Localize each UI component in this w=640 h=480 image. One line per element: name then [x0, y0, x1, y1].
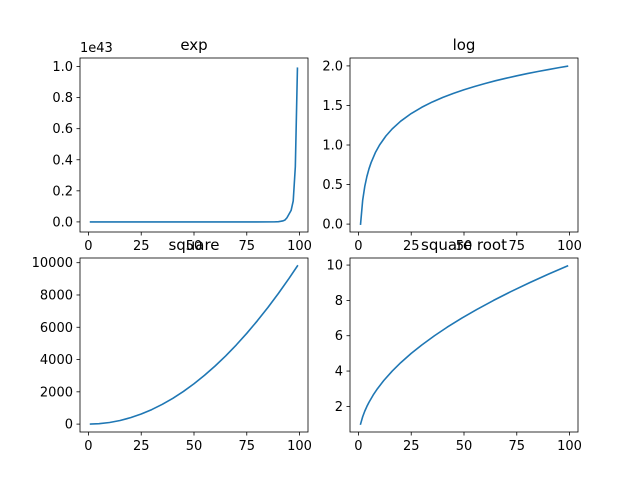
x-tick-label: 50 [456, 239, 473, 254]
x-tick-label: 75 [239, 239, 256, 254]
y-tick-label: 10 [326, 259, 343, 274]
x-tick-label: 0 [84, 439, 92, 454]
subplot-square-root: 0 25 50 75 100 2 4 6 8 10 square root [326, 236, 582, 454]
series-line-exp [89, 67, 299, 223]
y-tick-label: 2 [335, 400, 343, 415]
y-tick-label: 0.0 [52, 215, 73, 230]
y-tick-label: 2.0 [322, 59, 343, 74]
plot-title: square [168, 236, 219, 254]
series-line-log [359, 65, 569, 225]
x-tick-label: 0 [354, 439, 362, 454]
x-tick-label: 100 [557, 239, 582, 254]
axes-frame [349, 257, 579, 433]
y-tick-label: 6 [335, 329, 343, 344]
y-tick-label: 0.4 [52, 153, 73, 168]
subplot-square: 0 25 50 75 100 0 2000 4000 6000 8000 10000 square [32, 236, 312, 454]
series-line-square [89, 264, 299, 425]
y-tick-label: 4000 [40, 353, 73, 368]
axes-frame [79, 57, 309, 233]
y-tick-label: 8 [335, 294, 343, 309]
y-tick-label: 1.0 [322, 139, 343, 154]
plot-title: exp [180, 36, 207, 54]
x-tick-label: 75 [509, 239, 526, 254]
subplot-exp: 0 25 50 75 100 0.0 0.2 0.4 0.6 0.8 1.0 exp 1e43 [52, 36, 312, 254]
y-tick-label: 4 [335, 365, 343, 380]
plot-title: square root [421, 236, 507, 254]
axes-frame [349, 57, 579, 233]
x-tick-label: 50 [186, 239, 203, 254]
y-offset-label: 1e43 [80, 41, 113, 56]
x-tick-label: 75 [509, 439, 526, 454]
x-tick-label: 25 [403, 239, 420, 254]
x-tick-label: 100 [557, 439, 582, 454]
y-tick-label: 2000 [40, 385, 73, 400]
y-tick-label: 0.8 [52, 91, 73, 106]
x-tick-label: 0 [354, 239, 362, 254]
y-tick-label: 8000 [40, 288, 73, 303]
y-tick-label: 0.0 [322, 218, 343, 233]
x-tick-label: 25 [403, 439, 420, 454]
subplot-log: 0 25 50 75 100 0.0 0.5 1.0 1.5 2.0 log [322, 36, 582, 254]
y-tick-label: 0 [65, 418, 73, 433]
plot-title: log [453, 36, 476, 54]
x-tick-label: 50 [456, 439, 473, 454]
axes-frame [79, 257, 309, 433]
x-tick-label: 25 [133, 239, 150, 254]
x-tick-label: 25 [133, 439, 150, 454]
x-tick-label: 50 [186, 439, 203, 454]
y-tick-label: 1.0 [52, 60, 73, 75]
x-tick-label: 100 [287, 439, 312, 454]
series-line-square-root [359, 264, 569, 426]
y-tick-label: 0.2 [52, 184, 73, 199]
y-tick-label: 0.5 [322, 178, 343, 193]
x-tick-label: 75 [239, 439, 256, 454]
x-tick-label: 100 [287, 239, 312, 254]
y-tick-label: 6000 [40, 321, 73, 336]
y-tick-label: 0.6 [52, 122, 73, 137]
y-tick-label: 1.5 [322, 99, 343, 114]
y-tick-label: 10000 [32, 256, 73, 271]
x-tick-label: 0 [84, 239, 92, 254]
